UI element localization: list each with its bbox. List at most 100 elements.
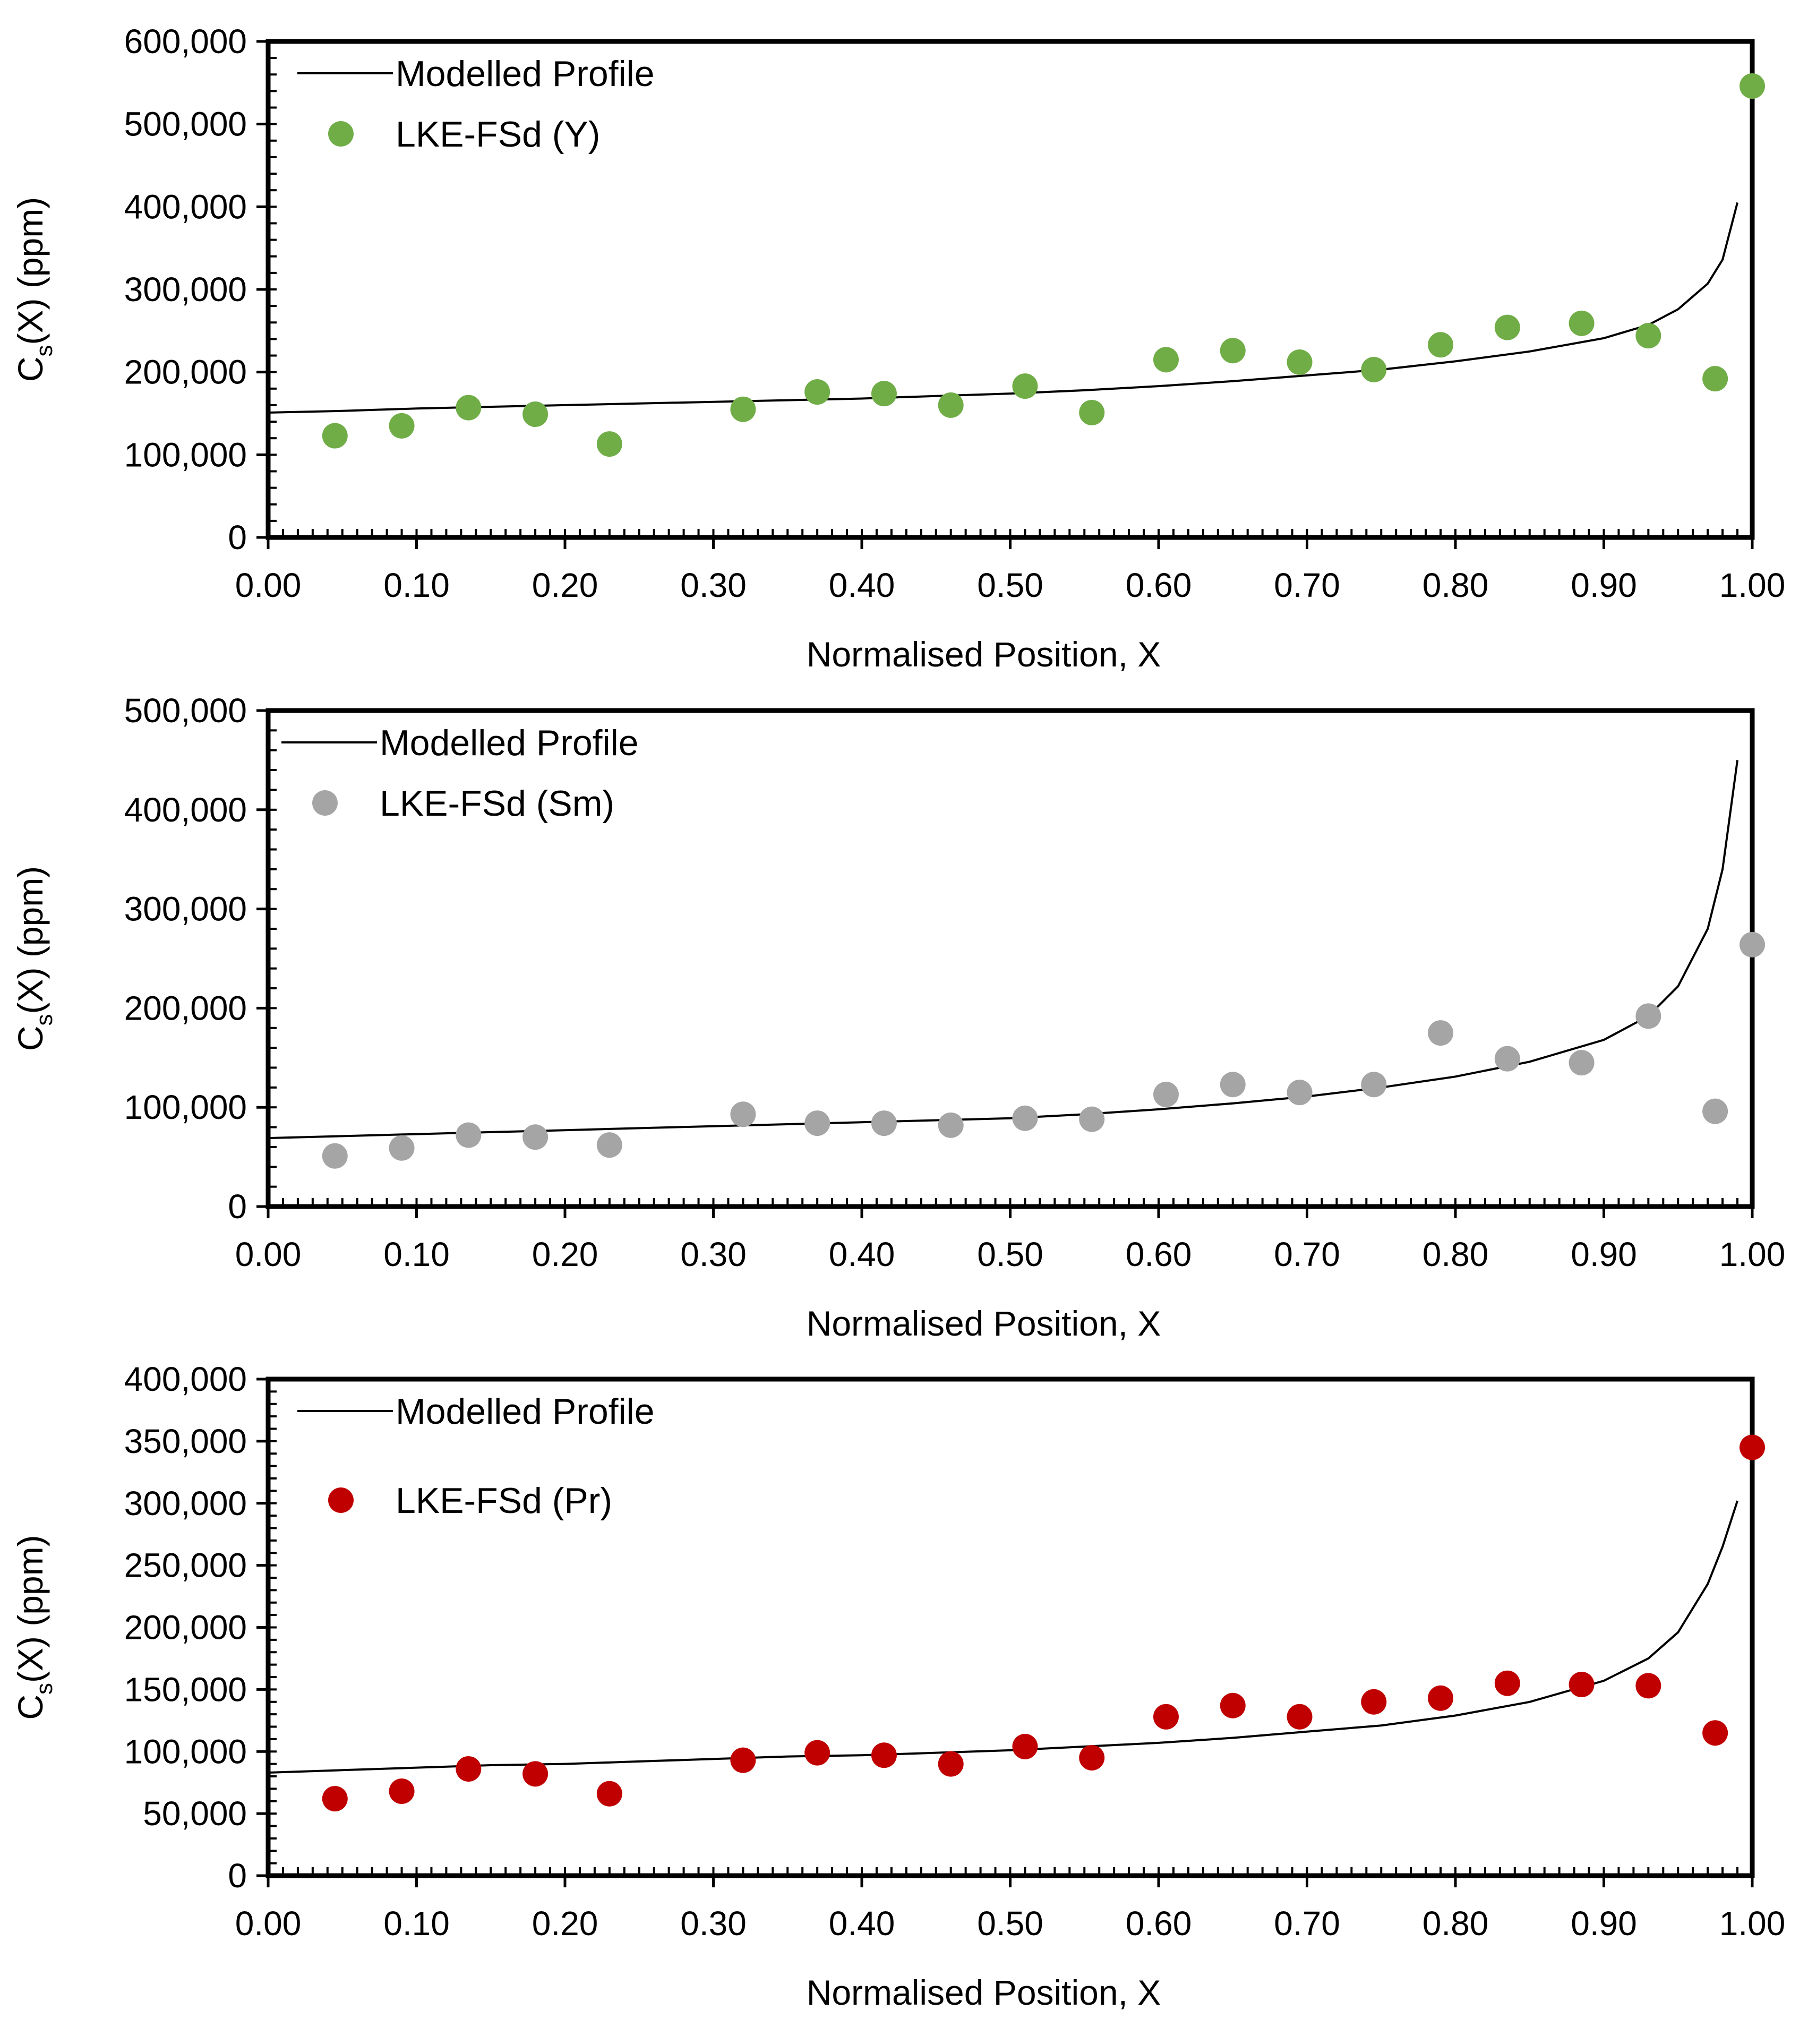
data-point bbox=[1740, 1434, 1765, 1460]
y-tick-label: 300,000 bbox=[124, 1484, 247, 1523]
y-tick-label: 400,000 bbox=[124, 187, 247, 226]
x-tick-label: 0.50 bbox=[977, 566, 1043, 604]
data-point bbox=[1012, 1105, 1038, 1131]
data-point bbox=[1361, 1689, 1387, 1715]
data-point bbox=[596, 431, 622, 457]
x-tick-label: 1.00 bbox=[1719, 1904, 1786, 1943]
legend-marker-swatch bbox=[312, 790, 338, 816]
y-tick-label: 0 bbox=[228, 1857, 247, 1895]
y-axis-title-subscript: s bbox=[31, 1014, 57, 1026]
y-tick-label: 0 bbox=[228, 1187, 247, 1226]
data-point bbox=[1012, 1733, 1038, 1759]
data-point bbox=[522, 1124, 549, 1150]
x-tick-label: 0.40 bbox=[829, 1904, 895, 1943]
data-point bbox=[1153, 1081, 1179, 1107]
data-point bbox=[596, 1781, 622, 1807]
data-point bbox=[456, 1756, 482, 1782]
data-point bbox=[1428, 1020, 1454, 1046]
y-tick-label: 100,000 bbox=[124, 435, 247, 474]
data-point bbox=[1635, 323, 1661, 349]
x-axis-title: Normalised Position, X bbox=[807, 635, 1161, 674]
y-axis-title-rest: (X) (ppm) bbox=[11, 197, 50, 345]
x-tick-label: 0.00 bbox=[235, 1904, 302, 1943]
legend-marker-swatch bbox=[328, 121, 354, 147]
x-tick-label: 0.70 bbox=[1274, 1904, 1340, 1943]
data-point bbox=[1428, 1685, 1454, 1711]
data-point bbox=[1494, 314, 1520, 340]
data-point bbox=[804, 1110, 830, 1136]
data-point bbox=[1220, 338, 1246, 364]
y-tick-label: 100,000 bbox=[124, 1088, 247, 1126]
x-tick-label: 0.50 bbox=[977, 1904, 1043, 1943]
data-point bbox=[1287, 1080, 1313, 1106]
data-point bbox=[1702, 366, 1728, 392]
x-tick-label: 0.60 bbox=[1126, 566, 1192, 604]
x-tick-label: 1.00 bbox=[1719, 1235, 1786, 1273]
x-tick-label: 0.20 bbox=[532, 1235, 598, 1273]
y-axis-title: Cs(X) (ppm) bbox=[11, 1535, 57, 1720]
y-tick-label: 400,000 bbox=[124, 1360, 247, 1398]
data-point bbox=[1012, 373, 1038, 399]
y-tick-label: 150,000 bbox=[124, 1670, 247, 1708]
data-point bbox=[1079, 399, 1105, 425]
x-tick-label: 0.80 bbox=[1423, 566, 1489, 604]
y-tick-label: 200,000 bbox=[124, 353, 247, 391]
data-point bbox=[1569, 1050, 1595, 1076]
x-tick-label: 0.60 bbox=[1126, 1235, 1192, 1273]
data-point bbox=[322, 1786, 348, 1812]
data-point bbox=[1361, 356, 1387, 382]
data-point bbox=[804, 1740, 830, 1766]
data-point bbox=[871, 381, 897, 407]
legend-label-line: Modelled Profile bbox=[396, 1391, 655, 1432]
x-tick-label: 0.10 bbox=[383, 1904, 450, 1943]
data-point bbox=[1740, 73, 1765, 99]
x-tick-label: 1.00 bbox=[1719, 566, 1786, 604]
data-point bbox=[730, 1747, 756, 1773]
legend-label-line: Modelled Profile bbox=[380, 723, 639, 763]
y-axis-title-main: C bbox=[11, 1695, 50, 1720]
x-tick-label: 0.40 bbox=[829, 566, 895, 604]
x-tick-label: 0.10 bbox=[383, 566, 450, 604]
plot-area-border bbox=[265, 39, 1755, 540]
data-point bbox=[1494, 1670, 1520, 1696]
y-tick-label: 200,000 bbox=[124, 989, 247, 1027]
data-point bbox=[1635, 1673, 1661, 1699]
legend-label-points: LKE-FSd (Pr) bbox=[396, 1481, 612, 1521]
x-tick-label: 0.90 bbox=[1571, 566, 1637, 604]
y-axis-title-subscript: s bbox=[31, 345, 57, 357]
data-point bbox=[871, 1742, 897, 1768]
y-tick-label: 500,000 bbox=[124, 691, 247, 730]
data-point bbox=[1428, 332, 1454, 358]
data-point bbox=[1220, 1692, 1246, 1718]
y-axis-title-main: C bbox=[11, 1026, 50, 1051]
data-point bbox=[389, 413, 415, 439]
y-tick-label: 300,000 bbox=[124, 270, 247, 309]
data-point bbox=[1361, 1072, 1387, 1098]
data-point bbox=[730, 396, 756, 422]
data-point bbox=[1079, 1744, 1105, 1771]
x-tick-label: 0.20 bbox=[532, 566, 598, 604]
x-tick-label: 0.90 bbox=[1571, 1904, 1637, 1943]
x-tick-label: 0.70 bbox=[1274, 566, 1340, 604]
plot-area-border bbox=[265, 708, 1755, 1209]
data-point bbox=[1079, 1106, 1105, 1132]
data-point bbox=[1569, 1672, 1595, 1698]
data-point bbox=[522, 1761, 549, 1787]
data-point bbox=[456, 395, 482, 421]
x-tick-label: 0.00 bbox=[235, 1235, 302, 1273]
modelled-profile-line bbox=[268, 202, 1739, 414]
data-point bbox=[730, 1101, 756, 1127]
y-tick-label: 0 bbox=[228, 518, 247, 557]
x-tick-label: 0.00 bbox=[235, 566, 302, 604]
data-point bbox=[1702, 1098, 1728, 1124]
data-point bbox=[1287, 349, 1313, 375]
legend-marker-swatch bbox=[328, 1487, 354, 1513]
data-point bbox=[1153, 1704, 1179, 1730]
y-tick-label: 400,000 bbox=[124, 791, 247, 829]
y-tick-label: 300,000 bbox=[124, 890, 247, 928]
data-point bbox=[1153, 347, 1179, 373]
y-tick-label: 50,000 bbox=[143, 1794, 247, 1833]
data-point bbox=[871, 1110, 897, 1136]
data-point bbox=[938, 1112, 964, 1138]
